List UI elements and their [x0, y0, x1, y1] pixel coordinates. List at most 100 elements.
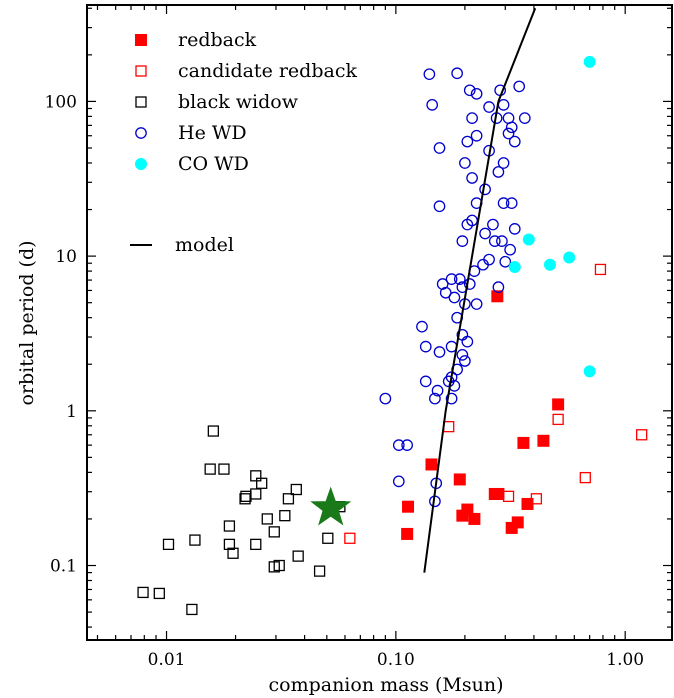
data-point — [313, 565, 326, 577]
data-point — [451, 67, 463, 80]
series-redback — [401, 290, 565, 540]
legend-item-redback: redback — [135, 29, 257, 51]
legend-item-he-wd: He WD — [135, 122, 247, 144]
data-point — [256, 477, 268, 489]
legend: redback candidate redback black widow He WD… — [130, 29, 357, 256]
star-marker — [310, 486, 352, 526]
data-point — [239, 493, 251, 505]
data-point — [583, 55, 596, 68]
data-point — [250, 538, 262, 551]
data-point — [497, 99, 510, 111]
data-point — [543, 258, 556, 271]
data-point — [470, 87, 483, 100]
data-point — [517, 436, 530, 449]
y-tick-label: 0.1 — [50, 557, 77, 577]
data-point — [470, 298, 483, 310]
data-point — [579, 471, 591, 484]
data-point — [223, 520, 236, 532]
data-point — [563, 251, 576, 264]
data-point — [401, 439, 413, 451]
legend-swatch — [135, 127, 147, 139]
data-point — [227, 547, 239, 559]
legend-label: candidate redback — [178, 60, 357, 82]
data-point — [483, 101, 495, 113]
data-point — [273, 559, 285, 572]
data-point — [433, 200, 446, 213]
data-point — [445, 273, 458, 285]
data-point — [426, 99, 439, 111]
data-point — [207, 425, 219, 437]
points-layer — [137, 7, 648, 616]
data-point — [162, 538, 175, 551]
ticks-layer: 0.01 0.10 1.00 0.1 1 10 100 — [45, 5, 672, 670]
data-point — [223, 538, 236, 551]
data-point — [456, 509, 469, 522]
y-tick-label: 10 — [55, 247, 77, 267]
data-point — [423, 68, 436, 81]
data-point — [470, 129, 483, 142]
data-point — [433, 142, 446, 154]
legend-swatch — [135, 65, 147, 77]
data-point — [477, 258, 489, 271]
data-point — [463, 84, 476, 97]
plot-area — [86, 4, 673, 641]
data-point — [502, 490, 515, 502]
data-point — [268, 526, 280, 538]
data-point — [492, 487, 505, 500]
legend-item-black-widow: black widow — [135, 91, 299, 113]
data-point — [344, 532, 356, 544]
data-point — [443, 421, 455, 433]
data-point — [537, 434, 550, 447]
data-point — [392, 439, 405, 451]
data-point — [453, 473, 466, 486]
data-point — [505, 121, 518, 134]
data-point — [153, 587, 165, 600]
series-black-widow — [137, 425, 346, 616]
data-point — [518, 112, 531, 124]
data-point — [456, 235, 469, 247]
data-point — [492, 166, 505, 178]
data-point — [429, 392, 441, 405]
x-tick-label: 0.10 — [377, 650, 415, 670]
data-point — [513, 80, 526, 93]
data-point — [479, 227, 491, 240]
data-point — [487, 218, 499, 231]
data-point — [511, 516, 524, 529]
data-point — [459, 355, 471, 367]
legend-item-co-wd: CO WD — [135, 153, 249, 175]
data-point — [463, 278, 476, 290]
data-point — [552, 398, 565, 411]
data-point — [189, 534, 201, 546]
data-point — [594, 263, 607, 276]
data-point — [431, 384, 444, 397]
data-point — [137, 586, 149, 599]
data-point — [379, 392, 392, 405]
series-model — [423, 7, 537, 573]
data-point — [497, 157, 510, 169]
data-point — [459, 157, 471, 169]
data-point — [282, 493, 295, 505]
model-line — [423, 7, 537, 573]
data-point — [461, 335, 474, 348]
data-point — [402, 500, 415, 513]
y-tick-label: 100 — [45, 92, 77, 112]
data-point — [502, 127, 515, 140]
data-point — [496, 235, 508, 247]
data-point — [468, 512, 481, 525]
legend-swatch — [135, 158, 147, 170]
legend-label: model — [175, 234, 234, 256]
data-point — [499, 255, 512, 268]
data-point — [530, 493, 543, 505]
data-point — [419, 340, 432, 353]
data-point — [445, 392, 458, 405]
data-point — [261, 513, 273, 525]
data-point — [401, 527, 414, 540]
data-point — [504, 243, 516, 256]
data-point — [279, 510, 291, 522]
y-axis-title: orbital period (d) — [16, 240, 38, 405]
data-point — [488, 235, 501, 247]
data-point — [479, 183, 491, 196]
legend-item-model: model — [130, 234, 234, 256]
legend-label: redback — [178, 29, 257, 51]
